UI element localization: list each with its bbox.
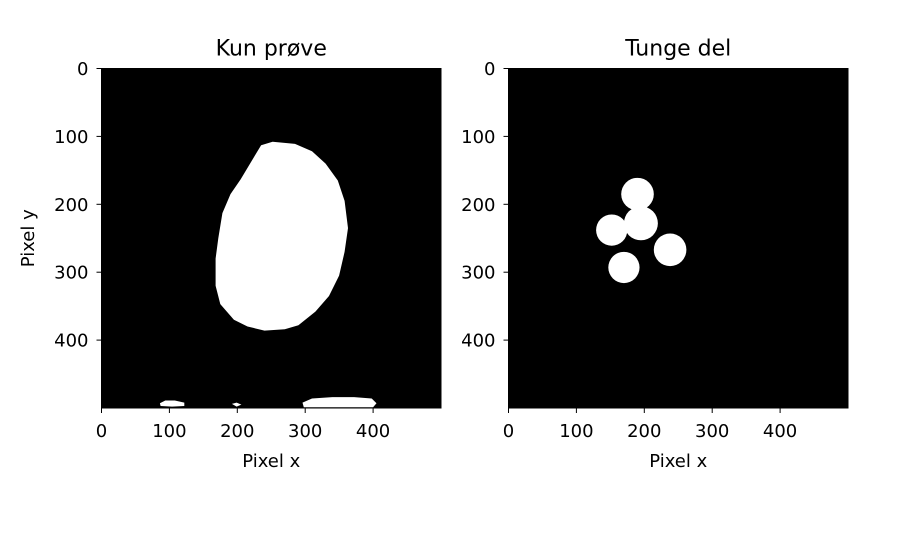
x-tick-label: 100 (152, 421, 186, 442)
x-axis-label: Pixel x (649, 451, 707, 472)
y-tick-label: 0 (484, 59, 495, 80)
x-tick-label: 200 (627, 421, 661, 442)
mask-image (159, 141, 377, 408)
x-tick-label: 0 (96, 421, 107, 442)
chart-title: Tunge del (624, 37, 731, 62)
y-tick-label: 200 (54, 195, 88, 216)
x-tick-label: 400 (763, 421, 797, 442)
chart-panel-1: 0 100 200 300 400 0 100 200 300 400 Kun prøve Pixel… (18, 37, 442, 472)
mask-particle-1 (621, 177, 654, 211)
y-tick-label: 200 (461, 195, 495, 216)
y-tick-label: 400 (54, 331, 88, 352)
x-tick-label: 0 (503, 421, 514, 442)
x-tick-label: 300 (695, 421, 729, 442)
x-axis-label: Pixel x (242, 451, 300, 472)
mask-region-bottom-blob-left (159, 400, 185, 407)
y-tick-label: 100 (54, 127, 88, 148)
y-tick-label: 300 (54, 263, 88, 284)
axes-frame (508, 68, 849, 409)
chart-title: Kun prøve (216, 37, 327, 62)
y-tick-label: 100 (461, 127, 495, 148)
mask-region-bottom-blob-small (231, 402, 242, 407)
mask-image (596, 177, 687, 284)
x-tick-label: 100 (559, 421, 593, 442)
y-tick-label: 300 (461, 263, 495, 284)
mask-region-bottom-blob-right (302, 397, 377, 408)
mask-particle-5 (608, 251, 640, 284)
axes-frame (101, 68, 442, 409)
y-tick-label: 400 (461, 331, 495, 352)
chart-panel-2: 0 100 200 300 400 0 100 200 300 400 Tunge del Pixel… (461, 37, 849, 472)
x-tick-label: 400 (356, 421, 390, 442)
y-axis-label: Pixel y (18, 209, 39, 267)
mask-region-sample-disc (215, 141, 348, 331)
x-tick-label: 200 (220, 421, 254, 442)
mask-particle-2 (623, 206, 658, 241)
mask-particle-4 (653, 233, 687, 267)
mask-particle-3 (596, 214, 628, 246)
y-tick-label: 0 (77, 59, 88, 80)
x-tick-label: 300 (288, 421, 322, 442)
